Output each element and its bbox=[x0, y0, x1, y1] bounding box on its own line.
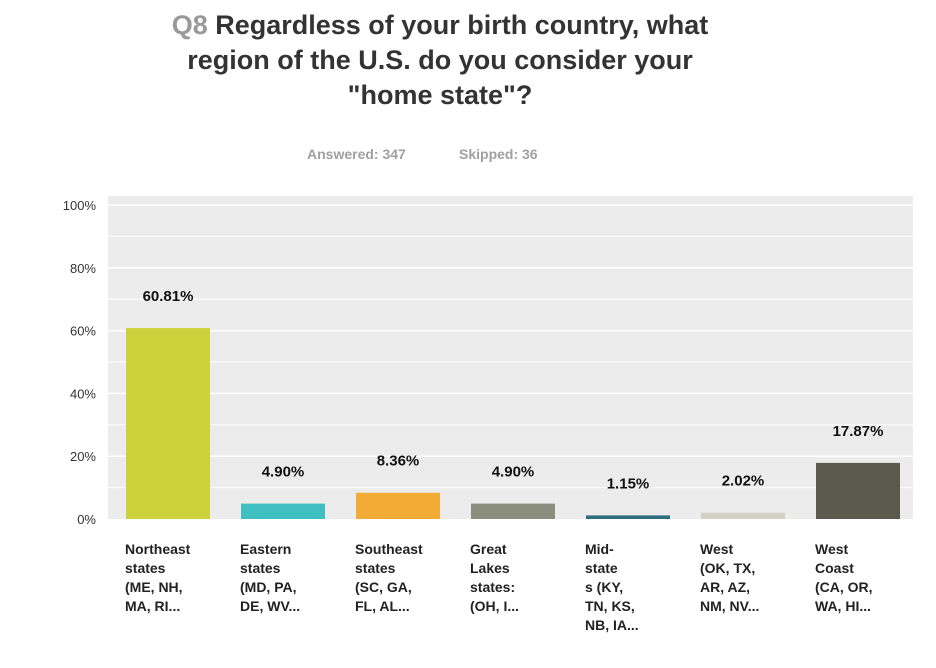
x-category-label: Southeast states (SC, GA, FL, AL... bbox=[355, 541, 423, 614]
data-label: 4.90% bbox=[262, 464, 305, 481]
question-number: Q8 bbox=[171, 10, 208, 40]
chart-title: Q8 Regardless of your birth country, wha… bbox=[60, 8, 820, 113]
y-tick-label: 20% bbox=[70, 449, 96, 464]
bar bbox=[471, 503, 555, 519]
data-label: 4.90% bbox=[492, 464, 535, 481]
bar bbox=[126, 328, 210, 519]
x-category-label: Great Lakes states: (OH, I... bbox=[470, 541, 519, 614]
data-label: 17.87% bbox=[833, 423, 884, 440]
bar bbox=[701, 512, 785, 519]
data-label: 1.15% bbox=[607, 475, 650, 492]
title-line-1: Regardless of your birth country, what bbox=[215, 10, 709, 40]
answered-count: Answered: 347 bbox=[307, 146, 406, 162]
bar bbox=[241, 503, 325, 519]
y-tick-label: 100% bbox=[63, 198, 97, 213]
x-category-label: West (OK, TX, AR, AZ, NM, NV... bbox=[700, 541, 759, 614]
x-category-label: Northeast states (ME, NH, MA, RI... bbox=[125, 541, 191, 614]
x-category-label: Mid-state s (KY, TN, KS, NB, IA... bbox=[585, 541, 639, 633]
title-line-2: region of the U.S. do you consider your bbox=[187, 45, 693, 75]
y-tick-label: 80% bbox=[70, 261, 96, 276]
bar bbox=[586, 515, 670, 519]
bar bbox=[816, 462, 900, 519]
y-tick-label: 40% bbox=[70, 386, 96, 401]
data-label: 2.02% bbox=[722, 473, 765, 490]
data-label: 8.36% bbox=[377, 453, 420, 470]
x-category-label: Eastern states (MD, PA, DE, WV... bbox=[240, 541, 300, 614]
y-tick-label: 0% bbox=[77, 512, 96, 527]
x-category-label: West Coast (CA, OR, WA, HI... bbox=[815, 541, 873, 614]
y-tick-label: 60% bbox=[70, 324, 96, 339]
title-line-3: "home state"? bbox=[347, 80, 533, 110]
data-label: 60.81% bbox=[143, 288, 194, 305]
skipped-count: Skipped: 36 bbox=[459, 146, 538, 162]
plot-area bbox=[108, 196, 913, 519]
bar bbox=[356, 492, 440, 519]
